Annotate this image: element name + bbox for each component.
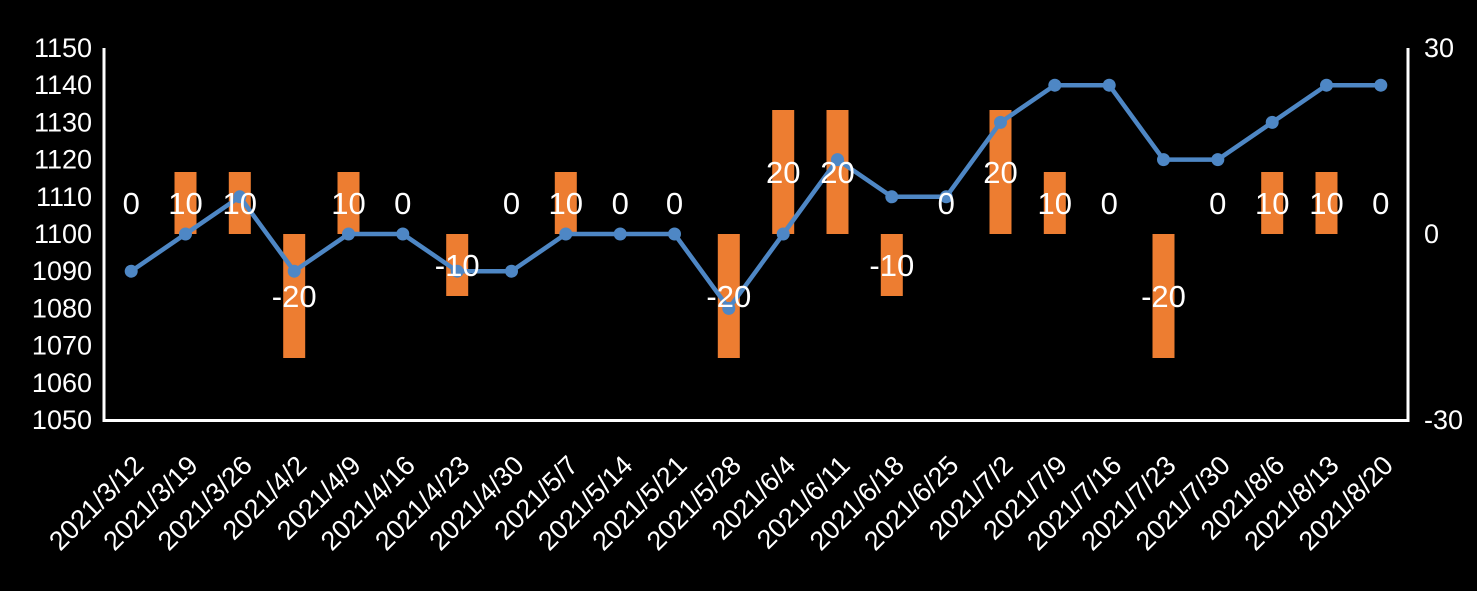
bar-value-label: 0: [1372, 186, 1389, 221]
bar: [880, 234, 903, 296]
y-axis-left-tick-label: 1120: [34, 145, 92, 175]
y-axis-left-tick-label: 1130: [34, 107, 92, 137]
y-axis-right-tick-label: -30: [1424, 405, 1463, 435]
line-marker: [287, 264, 301, 278]
line-marker: [776, 227, 790, 241]
line-marker: [450, 264, 464, 278]
trend-line: [128, 82, 1384, 311]
bar: [554, 172, 577, 234]
line-marker: [831, 153, 844, 167]
bar: [174, 172, 197, 234]
line-marker: [505, 264, 518, 278]
bar-value-label: -10: [435, 248, 480, 283]
y-axis-left-tick-label: 1150: [34, 33, 92, 63]
bar: [717, 234, 740, 358]
line-marker: [668, 227, 681, 241]
bar-value-label: 0: [666, 186, 683, 221]
y-axis-left-tick-label: 1080: [32, 293, 92, 323]
line-marker: [1048, 78, 1062, 92]
bar-value-label: -20: [706, 279, 751, 314]
bar: [772, 110, 795, 234]
bar-value-label: 0: [394, 186, 411, 221]
bar: [989, 110, 1012, 234]
bar-value-label: 0: [503, 186, 520, 221]
line-marker: [885, 190, 899, 204]
line-marker: [342, 227, 355, 241]
bar: [826, 110, 849, 234]
bar-value-label: 10: [1255, 186, 1289, 221]
line-marker: [1211, 153, 1225, 167]
bar-value-label: -10: [869, 248, 914, 283]
line-marker: [1374, 78, 1388, 92]
bar-value-label: 0: [123, 186, 140, 221]
bar: [337, 172, 360, 234]
bar-value-label: 10: [331, 186, 365, 221]
y-axis-left-tick-label: 1110: [36, 182, 92, 212]
y-axis-right-tick-label: 0: [1424, 219, 1439, 249]
line-marker: [1320, 78, 1333, 92]
y-axis-right-tick-label: 30: [1424, 33, 1454, 63]
line-marker: [1157, 153, 1170, 167]
bar-value-label: 0: [1101, 186, 1118, 221]
bar-value-label: 20: [766, 155, 800, 190]
line-marker: [722, 301, 736, 315]
bar-value-label: -20: [272, 279, 317, 314]
bar-value-label: 20: [983, 155, 1017, 190]
line-marker: [994, 115, 1007, 129]
line-marker: [124, 264, 138, 278]
bar: [1043, 172, 1066, 234]
bar-value-label: 0: [938, 186, 955, 221]
bar: [1152, 234, 1175, 358]
y-axis-left-tick-label: 1090: [32, 256, 92, 286]
line-marker: [1265, 115, 1279, 129]
line-marker: [613, 227, 627, 241]
bar-value-label: 10: [549, 186, 583, 221]
bar: [1261, 172, 1284, 234]
y-axis-left-tick-label: 1070: [32, 331, 92, 361]
line-marker: [179, 227, 192, 241]
bar-value-label: 20: [820, 155, 854, 190]
bar-value-label: 10: [168, 186, 202, 221]
bar-value-label: 0: [612, 186, 629, 221]
line-marker: [233, 190, 247, 204]
bar-value-label: 10: [1309, 186, 1343, 221]
bar: [1315, 172, 1338, 234]
bar-value-label: 10: [223, 186, 257, 221]
y-axis-left-tick-label: 1140: [34, 70, 92, 100]
bar-value-label: -20: [1141, 279, 1186, 314]
line-marker: [559, 227, 573, 241]
line-marker: [396, 227, 410, 241]
line-marker: [1102, 78, 1116, 92]
y-axis-left-tick-label: 1060: [32, 368, 92, 398]
line-marker: [939, 190, 953, 204]
y-axis-left-tick-label: 1100: [34, 219, 92, 249]
bar-value-label: 0: [1209, 186, 1226, 221]
y-axis-left-tick-label: 1050: [32, 405, 92, 435]
bar-value-label: 10: [1038, 186, 1072, 221]
